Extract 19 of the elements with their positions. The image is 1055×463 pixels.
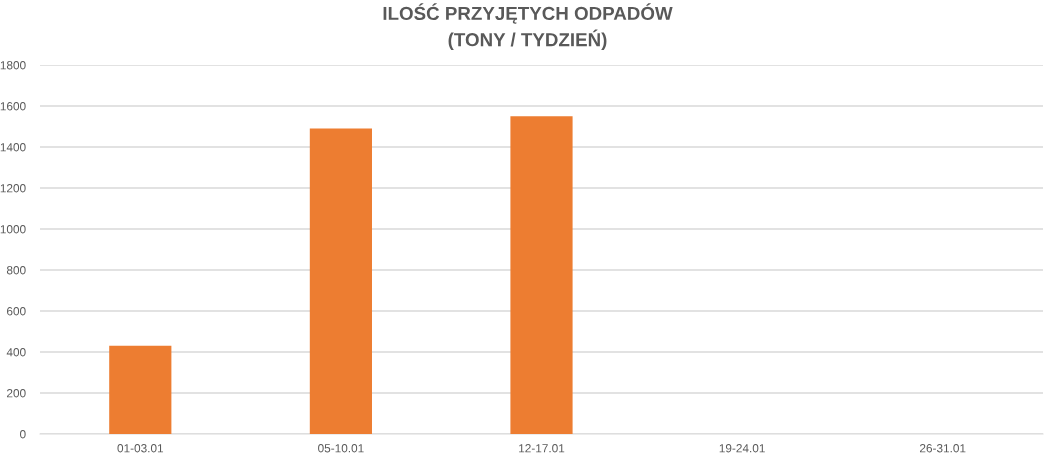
- chart-title: ILOŚĆ PRZYJĘTYCH ODPADÓW (TONY / TYDZIEŃ): [383, 3, 673, 51]
- y-tick-label: 1200: [0, 184, 26, 193]
- y-tick-label: 1000: [0, 225, 26, 234]
- y-tick-label: 600: [7, 307, 26, 316]
- x-tick-label: 12-17.01: [519, 444, 565, 453]
- bar: [309, 128, 372, 434]
- y-tick-label: 1800: [0, 61, 26, 70]
- x-tick-label: 05-10.01: [318, 444, 364, 453]
- y-tick-label: 400: [6, 348, 26, 357]
- bar: [510, 116, 573, 434]
- y-tick-label: 800: [6, 266, 26, 275]
- y-tick-label: 200: [7, 389, 26, 398]
- y-tick-label: 1600: [0, 102, 26, 111]
- bar: [109, 345, 172, 434]
- y-tick-label: 1400: [0, 143, 26, 152]
- x-tick-label: 26-31.01: [919, 444, 966, 453]
- x-tick-label: 01-03.01: [117, 444, 164, 453]
- y-tick-label: 0: [20, 430, 26, 439]
- x-tick-label: 19-24.01: [719, 444, 765, 453]
